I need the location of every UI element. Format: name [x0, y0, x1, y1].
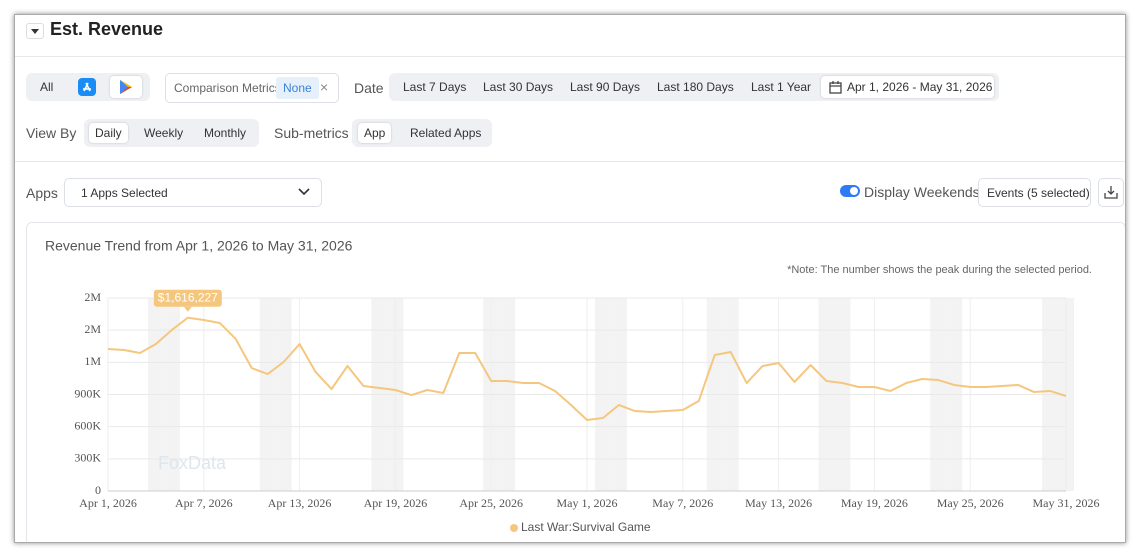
view-by-label: View By: [26, 125, 77, 141]
view-by-option[interactable]: Monthly: [204, 126, 247, 140]
x-tick-label: May 7, 2026: [652, 496, 713, 510]
sub-metric-option[interactable]: Related Apps: [410, 126, 482, 140]
comparison-metrics[interactable]: Comparison Metrics None ×: [165, 73, 339, 103]
date-range-picker[interactable]: Apr 1, 2026 - May 31, 2026: [821, 76, 994, 98]
x-tick-label: Apr 7, 2026: [175, 496, 233, 510]
platform-all[interactable]: All: [40, 80, 54, 94]
y-tick-label: 1M: [84, 354, 101, 368]
peak-label: $1,616,227: [153, 289, 222, 312]
date-group: Last 7 Days Last 30 Days Last 90 Days La…: [389, 73, 999, 101]
apps-select-text: 1 Apps Selected: [81, 186, 168, 200]
collapse-toggle[interactable]: [26, 23, 44, 39]
y-tick-label: 900K: [74, 386, 101, 400]
chevron-icon: [298, 188, 310, 196]
legend-label: Last War:Survival Game: [521, 520, 651, 534]
divider: [15, 56, 1125, 57]
download-button[interactable]: [1098, 178, 1124, 207]
x-tick-label: May 19, 2026: [841, 496, 908, 510]
apps-select[interactable]: 1 Apps Selected: [64, 178, 322, 207]
sub-metrics-label: Sub-metrics: [274, 125, 349, 141]
apps-label: Apps: [26, 185, 58, 201]
divider: [15, 161, 1125, 162]
chart-title: Revenue Trend from Apr 1, 2026 to May 31…: [45, 238, 353, 254]
view-by-option[interactable]: Weekly: [144, 126, 184, 140]
weekend-toggle[interactable]: [840, 185, 860, 197]
peak-label-box: [153, 289, 222, 307]
date-option[interactable]: Last 7 Days: [403, 80, 467, 94]
comparison-label: Comparison Metrics: [174, 81, 281, 95]
comparison-value: None: [276, 77, 319, 99]
grid: 0 300K 600K 900K 1M 2M 2M Apr 1, 2026 Apr 7, 202…: [74, 290, 1099, 510]
plot: $1,616,227 Last War:Survival Game: [107, 289, 1067, 534]
x-tick-label: Apr 19, 2026: [364, 496, 428, 510]
y-tick-label: 0: [95, 483, 101, 497]
date-label: Date: [354, 80, 384, 96]
date-option[interactable]: Last 1 Year: [751, 80, 812, 94]
peak-label-text: $1,616,227: [158, 290, 218, 304]
series-line: [107, 316, 1067, 422]
section-title: Est. Revenue: [50, 19, 164, 39]
clear-icon[interactable]: ×: [320, 79, 329, 95]
date-range: Apr 1, 2026 - May 31, 2026: [847, 80, 993, 94]
x-tick-label: Apr 25, 2026: [459, 496, 523, 510]
sub-metric-option[interactable]: App: [358, 123, 392, 143]
x-tick-label: May 31, 2026: [1033, 496, 1100, 510]
x-tick-label: May 1, 2026: [557, 496, 618, 510]
x-tick-label: May 13, 2026: [745, 496, 812, 510]
x-tick-label: May 25, 2026: [937, 496, 1004, 510]
calendar-icon: [829, 81, 842, 94]
app-store-icon[interactable]: [78, 78, 96, 96]
events-text: Events (5 selected): [987, 186, 1090, 200]
google-play-button[interactable]: [110, 76, 142, 98]
date-option[interactable]: Last 90 Days: [570, 80, 641, 94]
y-tick-label: 600K: [74, 418, 101, 432]
y-tick-label: 2M: [84, 322, 101, 336]
y-tick-label: 300K: [74, 451, 101, 465]
events-button[interactable]: Events (5 selected): [978, 178, 1091, 207]
watermark: FoxData: [158, 453, 227, 473]
display-weekends-label: Display Weekends: [864, 184, 980, 200]
google-play-icon: [120, 80, 132, 94]
x-tick-label: Apr 1, 2026: [79, 496, 137, 510]
sub-metrics-group: App Related Apps: [352, 119, 492, 147]
chart-note: *Note: The number shows the peak during …: [787, 264, 1092, 276]
download-icon: [1104, 186, 1118, 199]
x-tick-label: Apr 13, 2026: [268, 496, 332, 510]
platform-group: All: [26, 73, 150, 101]
view-by-option[interactable]: Daily: [89, 123, 128, 143]
legend-marker: [510, 524, 518, 532]
view-by-group: Daily Weekly Monthly: [84, 119, 259, 147]
y-tick-label: 2M: [84, 290, 101, 304]
peak-label-pointer: [183, 306, 192, 312]
caret-icon: [31, 29, 39, 34]
date-option[interactable]: Last 30 Days: [483, 80, 554, 94]
panel: Est. Revenue All Comparison Metrics None…: [14, 14, 1126, 543]
date-option[interactable]: Last 180 Days: [657, 80, 734, 94]
